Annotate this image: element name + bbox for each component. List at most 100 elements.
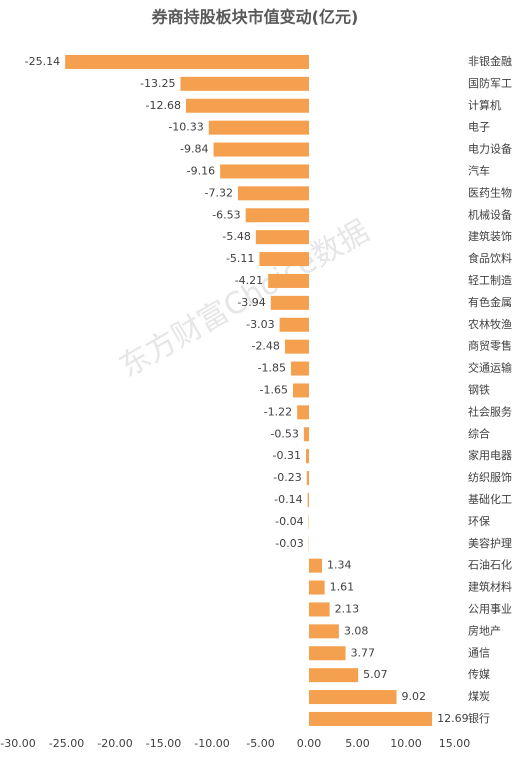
value-label: 5.07 — [363, 668, 388, 681]
value-label: -3.94 — [237, 296, 265, 309]
category-label: 社会服务 — [468, 404, 512, 418]
bar — [208, 120, 309, 135]
value-label: 1.61 — [330, 581, 355, 594]
category-label: 银行 — [468, 711, 490, 725]
value-label: -1.65 — [260, 383, 288, 396]
category-label: 美容护理 — [468, 536, 512, 550]
bar — [268, 273, 309, 288]
category-label: 农林牧渔 — [468, 317, 512, 331]
x-tick-label: 0.00 — [297, 737, 322, 750]
value-label: -0.23 — [273, 471, 301, 484]
bar — [297, 405, 309, 420]
bar — [245, 208, 309, 223]
chart-title: 券商持股板块市值变动(亿元) — [151, 8, 359, 27]
value-label: 1.34 — [327, 559, 352, 572]
category-label: 商贸零售 — [468, 339, 512, 353]
value-label: -2.48 — [251, 340, 279, 353]
x-tick-label: -5.00 — [246, 737, 274, 750]
value-label: -7.32 — [205, 186, 233, 199]
category-label: 汽车 — [468, 163, 490, 177]
bar — [309, 668, 359, 683]
x-tick-label: 10.00 — [390, 737, 422, 750]
category-label: 有色金属 — [468, 295, 512, 309]
bar — [213, 142, 309, 157]
x-tick-label: -25.00 — [49, 737, 84, 750]
value-label: -13.25 — [140, 77, 175, 90]
bar — [259, 252, 309, 267]
value-label: -4.21 — [235, 274, 263, 287]
bar — [237, 186, 309, 201]
value-label: 3.08 — [344, 624, 369, 637]
value-label: -10.33 — [168, 121, 203, 134]
bar — [309, 711, 433, 726]
value-label: -9.16 — [187, 164, 215, 177]
value-label: -0.31 — [273, 449, 301, 462]
category-label: 电力设备 — [468, 142, 512, 156]
value-label: -25.14 — [25, 55, 60, 68]
value-label: -5.11 — [226, 252, 254, 265]
bar — [309, 624, 339, 639]
bar — [220, 164, 309, 179]
value-label: -1.22 — [264, 405, 292, 418]
bar — [292, 383, 309, 398]
category-label: 环保 — [468, 514, 490, 528]
bar — [303, 427, 309, 442]
value-label: 9.02 — [401, 690, 426, 703]
category-label: 建筑装饰 — [468, 229, 512, 243]
bar — [284, 339, 309, 354]
category-label: 医药生物 — [468, 185, 512, 199]
value-label: -12.68 — [146, 99, 181, 112]
x-tick-label: 5.00 — [345, 737, 370, 750]
x-tick-label: -20.00 — [97, 737, 132, 750]
value-label: -6.53 — [212, 208, 240, 221]
bar — [279, 317, 309, 332]
category-label: 基础化工 — [468, 492, 512, 506]
value-label: 2.13 — [335, 602, 360, 615]
bar — [307, 492, 309, 507]
category-label: 交通运输 — [468, 361, 512, 375]
bar — [309, 646, 346, 661]
bar — [255, 230, 309, 245]
bar — [305, 449, 309, 464]
x-tick-label: 15.00 — [439, 737, 471, 750]
category-label: 建筑材料 — [468, 580, 512, 594]
category-label: 食品饮料 — [468, 251, 512, 265]
category-label: 石油石化 — [468, 558, 512, 572]
bar — [291, 361, 309, 376]
x-tick-label: -15.00 — [146, 737, 181, 750]
category-label: 煤炭 — [468, 690, 490, 703]
bar — [270, 295, 309, 310]
category-label: 国防军工 — [468, 76, 512, 90]
bar — [306, 471, 309, 486]
bar — [309, 558, 322, 573]
category-label: 房地产 — [468, 623, 501, 637]
value-label: -1.85 — [258, 362, 286, 375]
category-label: 公用事业 — [468, 602, 512, 615]
category-label: 轻工制造 — [468, 273, 512, 287]
bar — [186, 98, 309, 113]
category-label: 纺织服饰 — [468, 470, 512, 484]
category-label: 非银金融 — [468, 54, 512, 68]
x-tick-label: -10.00 — [194, 737, 229, 750]
value-label: -3.03 — [246, 318, 274, 331]
bar — [309, 580, 325, 595]
bar — [309, 602, 330, 617]
value-label: -0.03 — [275, 537, 303, 550]
value-label: -0.53 — [270, 427, 298, 440]
bar — [309, 690, 397, 705]
value-label: 12.69 — [437, 712, 469, 725]
category-label: 家用电器 — [468, 448, 512, 462]
category-label: 机械设备 — [468, 207, 512, 221]
value-label: -9.84 — [180, 143, 208, 156]
value-label: 3.77 — [351, 646, 376, 659]
value-label: -0.04 — [275, 515, 303, 528]
bar — [65, 54, 309, 69]
bar — [180, 76, 309, 91]
category-label: 传媒 — [468, 668, 490, 681]
category-label: 通信 — [468, 646, 490, 659]
x-tick-label: -30.00 — [0, 737, 35, 750]
value-label: -5.48 — [222, 230, 250, 243]
category-label: 电子 — [468, 121, 490, 134]
category-label: 综合 — [468, 426, 490, 440]
